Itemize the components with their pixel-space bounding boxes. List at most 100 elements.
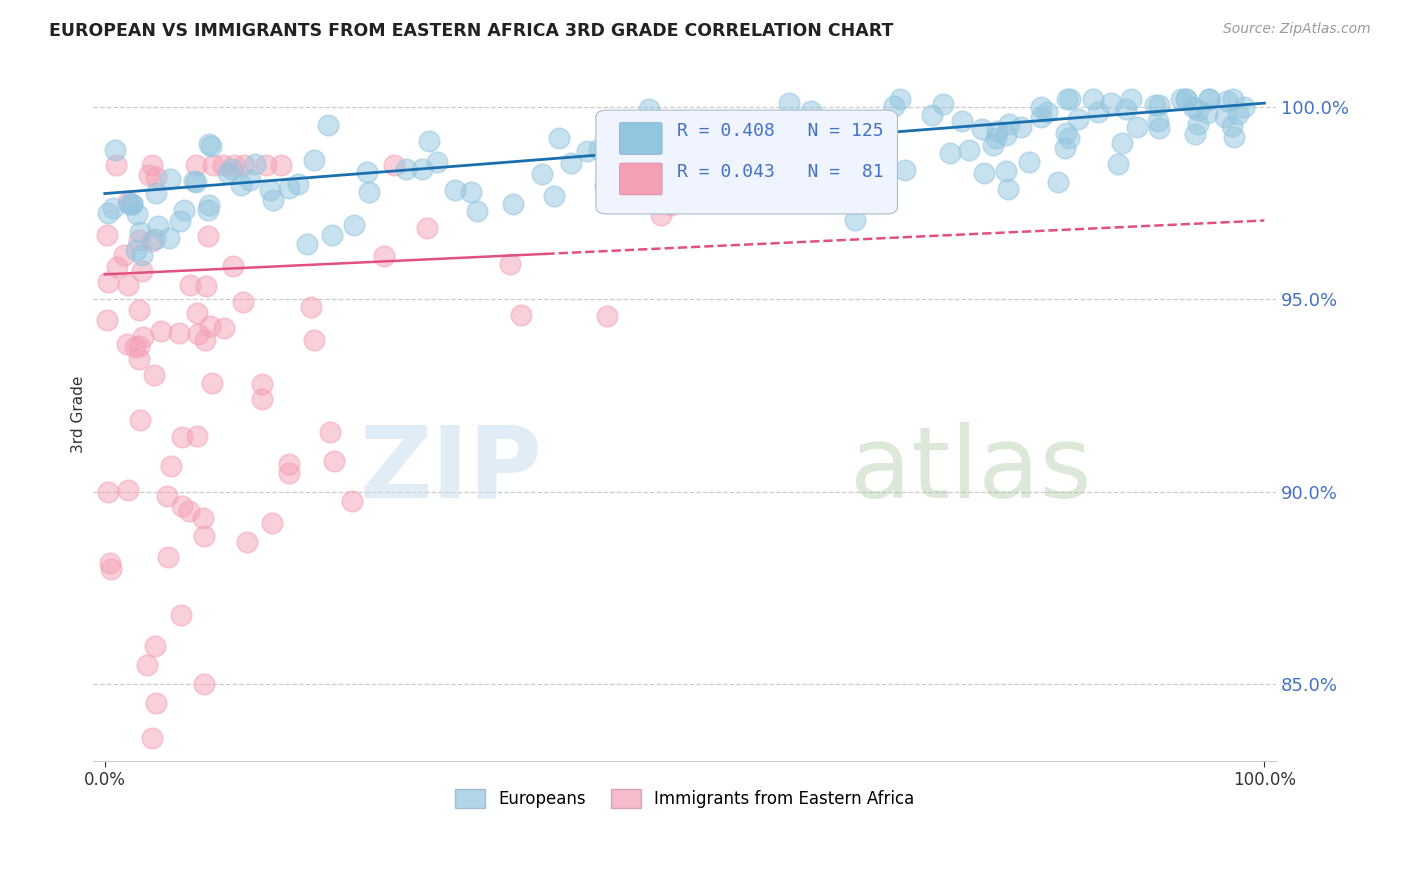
Point [460, 186, 482, 200]
Point [121, 197, 143, 211]
Point [200, 138, 222, 153]
Point [870, 120, 893, 134]
Point [1018, 154, 1040, 169]
Point [1029, 110, 1052, 124]
Point [1184, 127, 1206, 141]
Point [193, 529, 215, 543]
Point [195, 279, 218, 293]
Point [198, 318, 221, 333]
Point [143, 639, 166, 653]
Point [172, 430, 194, 444]
Point [659, 198, 682, 212]
Point [411, 161, 433, 176]
Point [179, 504, 201, 518]
Point [872, 142, 894, 156]
Point [1147, 114, 1170, 128]
Point [638, 158, 661, 172]
Point [588, 142, 610, 156]
Point [1029, 100, 1052, 114]
Point [596, 309, 619, 323]
Point [702, 180, 724, 194]
Point [543, 189, 565, 203]
Point [212, 320, 235, 334]
Point [235, 534, 257, 549]
Point [973, 166, 995, 180]
Point [128, 302, 150, 317]
Point [1187, 117, 1209, 131]
Point [689, 115, 711, 129]
Point [1115, 102, 1137, 116]
Point [1059, 92, 1081, 106]
Point [889, 92, 911, 106]
Point [1119, 92, 1142, 106]
Point [145, 232, 167, 246]
Point [932, 97, 955, 112]
Point [96, 313, 118, 327]
Point [157, 231, 180, 245]
Point [1170, 92, 1192, 106]
Point [117, 277, 139, 292]
Point [1149, 98, 1171, 112]
Point [970, 122, 993, 136]
Point [498, 256, 520, 270]
Point [638, 102, 661, 116]
Point [136, 657, 159, 672]
Point [201, 376, 224, 391]
Point [114, 248, 136, 262]
Point [201, 158, 224, 172]
Point [1047, 176, 1070, 190]
Point [1054, 127, 1077, 141]
Y-axis label: 3rd Grade: 3rd Grade [72, 376, 86, 453]
Point [1175, 92, 1198, 106]
Point [716, 158, 738, 172]
Point [939, 145, 962, 160]
Point [156, 489, 179, 503]
Point [128, 225, 150, 239]
Point [1198, 92, 1220, 106]
Point [245, 157, 267, 171]
Point [575, 144, 598, 158]
FancyBboxPatch shape [620, 163, 662, 195]
Point [382, 158, 405, 172]
Point [252, 392, 274, 407]
Point [254, 158, 277, 172]
Point [1053, 141, 1076, 155]
Point [950, 114, 973, 128]
Point [232, 295, 254, 310]
Point [198, 198, 221, 212]
Point [141, 158, 163, 172]
Point [150, 324, 173, 338]
Point [146, 219, 169, 234]
Point [145, 186, 167, 201]
Point [138, 168, 160, 182]
Point [1226, 107, 1249, 121]
Point [883, 98, 905, 112]
Point [321, 228, 343, 243]
Point [800, 104, 823, 119]
Point [141, 731, 163, 745]
Point [124, 340, 146, 354]
Point [194, 333, 217, 347]
Point [637, 159, 659, 173]
Point [186, 158, 208, 172]
Point [270, 158, 292, 172]
Point [1213, 110, 1236, 124]
Point [1083, 92, 1105, 106]
Point [1174, 92, 1197, 106]
Point [1222, 92, 1244, 106]
Point [444, 183, 467, 197]
Point [1056, 92, 1078, 106]
Point [1126, 120, 1149, 135]
Point [117, 483, 139, 497]
Point [277, 181, 299, 195]
Point [143, 368, 166, 382]
Point [957, 144, 980, 158]
Point [1182, 100, 1205, 114]
Point [221, 162, 243, 177]
Point [197, 228, 219, 243]
Point [222, 158, 245, 172]
Point [145, 697, 167, 711]
Point [322, 454, 344, 468]
Point [302, 153, 325, 167]
Point [96, 228, 118, 243]
